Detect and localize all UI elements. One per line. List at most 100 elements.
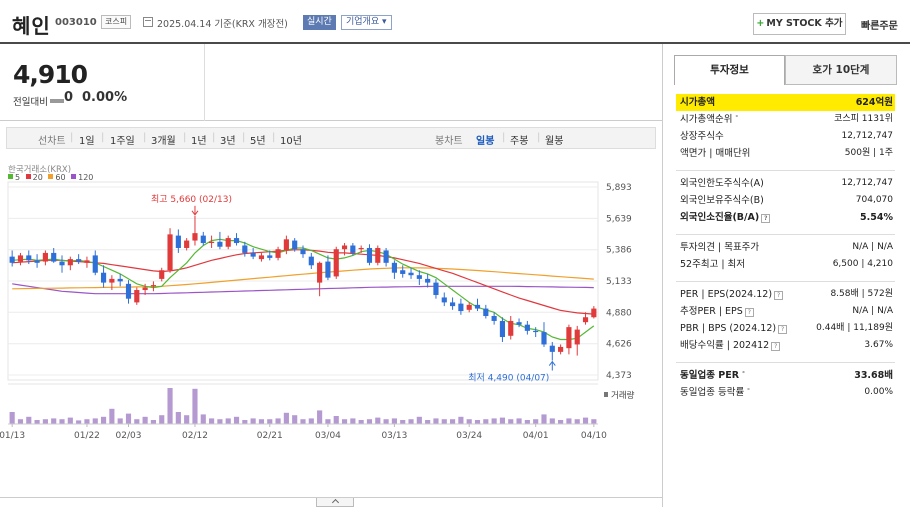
x-tick-label: 02/12 [182, 431, 208, 441]
candle-body [300, 249, 306, 255]
candle-body [258, 255, 265, 260]
candle-body [483, 308, 489, 317]
volume-bar [258, 419, 265, 424]
volume-bar [150, 420, 156, 424]
candle-body [308, 256, 314, 266]
tab-3months[interactable]: 3개월 [151, 136, 176, 147]
candle-body [366, 247, 373, 263]
candle-body [375, 247, 381, 263]
volume-bar [582, 417, 589, 424]
volume-bar [42, 419, 48, 424]
candle-body [425, 278, 431, 283]
tab-weekly-candle[interactable]: 주봉 [510, 136, 529, 147]
candle-body [283, 239, 289, 251]
tab-5years[interactable]: 5년 [250, 136, 266, 147]
company-overview-button[interactable]: 기업개요 ▾ [341, 15, 392, 30]
price-chart[interactable]: 5,893 5,639 5,386 5,133 4,880 4,626 4,373 최고 5,… [0, 160, 662, 450]
volume-bar [350, 418, 356, 424]
candle-body [433, 282, 439, 295]
candle-body [125, 283, 132, 299]
change-percent: 0.00% [82, 90, 128, 105]
candle-body [67, 259, 73, 266]
volume-bar [491, 418, 497, 424]
volume-bar [474, 420, 481, 424]
y-tick-label: 5,133 [606, 277, 632, 287]
help-icon[interactable]: ? [774, 291, 784, 300]
help-icon[interactable]: ? [771, 342, 781, 351]
volume-bar [524, 420, 530, 424]
tab-1year[interactable]: 1년 [191, 136, 207, 147]
quick-order-button[interactable]: 빠른주문 [861, 21, 898, 32]
ma5-swatch [8, 174, 13, 179]
tab-daily-candle[interactable]: 일봉 [476, 136, 495, 147]
candle-body [541, 332, 547, 345]
tab-monthly-candle[interactable]: 월봉 [545, 136, 564, 147]
info-row: PER | EPS(2024.12)? 8.58배 | 572원 [676, 286, 895, 303]
tab-separator: | [502, 132, 506, 143]
tab-1day[interactable]: 1일 [79, 136, 95, 147]
info-label: 외국인소진율(B/A) [680, 212, 760, 223]
y-tick-label: 5,893 [606, 183, 632, 193]
candle-body [533, 330, 539, 333]
calendar-icon [143, 17, 153, 27]
candle-body [217, 241, 223, 247]
candle-body [317, 262, 323, 283]
volume-bar [51, 418, 57, 424]
x-tick-label: 02/21 [257, 431, 283, 441]
volume-bar [591, 419, 597, 424]
info-label: 외국인보유주식수(B) [680, 195, 764, 206]
realtime-button[interactable]: 실시간 [303, 15, 336, 30]
info-row: 상장주식수 12,712,747 [676, 128, 895, 145]
volume-bar [366, 419, 373, 424]
x-tick-label: 02/03 [116, 431, 142, 441]
tab-order-book[interactable]: 호가 10단계 [785, 55, 897, 85]
info-label: 투자의견 | 목표주가 [680, 242, 760, 253]
tab-separator: | [143, 132, 147, 143]
info-dot-icon: ˚ [739, 371, 746, 380]
help-icon[interactable]: ? [744, 308, 754, 317]
candle-body [383, 250, 389, 263]
info-value: 0.44배 | 11,189원 [816, 323, 893, 333]
candle-body [200, 235, 206, 244]
info-label: 추정PER | EPS [680, 306, 743, 317]
tab-candle-chart[interactable]: 봉차트 [435, 136, 463, 147]
candle-body [134, 290, 140, 303]
info-value: 6,500 | 4,210 [832, 259, 893, 269]
candle-body [591, 308, 597, 318]
market-cap-label: 시가총액 [680, 97, 715, 108]
info-label: 액면가 | 매매단위 [680, 148, 751, 159]
candle-body [242, 245, 248, 253]
expand-chart-button[interactable] [316, 498, 354, 507]
info-row: 외국인소진율(B/A)? 5.54% [676, 209, 895, 226]
volume-bar [341, 419, 348, 424]
info-table: 시가총액 624억원 시가총액순위 ˚ 코스피 1131위 상장주식수 12,712… [676, 94, 895, 401]
ma60-line [12, 267, 594, 290]
candle-body [558, 346, 564, 352]
help-icon[interactable]: ? [778, 325, 788, 334]
tab-3years[interactable]: 3년 [220, 136, 236, 147]
tab-1week[interactable]: 1주일 [110, 136, 135, 147]
info-value: N/A | N/A [852, 242, 893, 252]
x-tick-label: 04/10 [581, 431, 607, 441]
volume-bar [9, 412, 15, 424]
info-label: 배당수익률 | 202412 [680, 340, 770, 351]
candle-body [466, 304, 472, 310]
info-value: 12,712,747 [841, 178, 893, 188]
volume-bar [375, 417, 381, 424]
info-row: 52주최고 | 최저 6,500 | 4,210 [676, 256, 895, 273]
volume-bar [67, 417, 73, 424]
tab-10years[interactable]: 10년 [280, 136, 302, 147]
volume-bar [84, 419, 90, 424]
tab-line-chart[interactable]: 선차트 [38, 136, 66, 147]
candle-body [491, 316, 497, 321]
my-stock-add-button[interactable]: + MY STOCK 추가 [753, 13, 846, 35]
candle-body [59, 261, 65, 266]
chart-source: 한국거래소(KRX) [8, 165, 72, 175]
tab-investment-info[interactable]: 투자정보 [674, 55, 785, 85]
help-icon[interactable]: ? [761, 214, 771, 223]
candle-body [84, 260, 90, 263]
ma-legend: 5 20 60 120 [8, 173, 93, 182]
group-divider [676, 226, 895, 235]
ma120-label: 120 [78, 173, 94, 182]
volume-bar [217, 419, 223, 424]
